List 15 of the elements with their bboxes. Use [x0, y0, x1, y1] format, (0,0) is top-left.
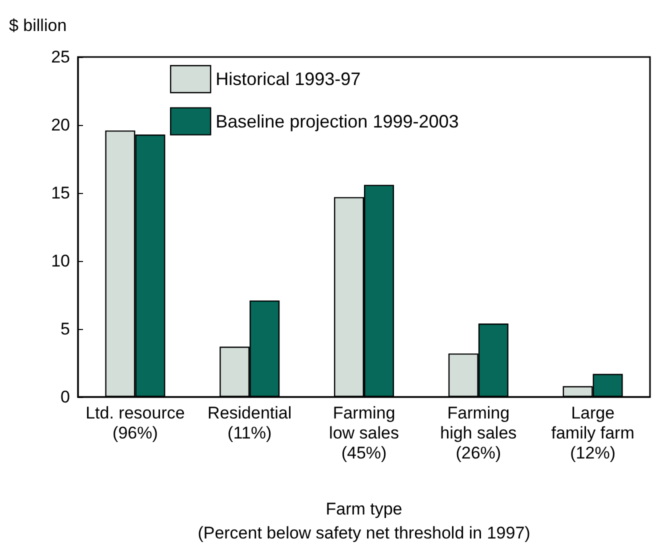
- y-axis-title: $ billion: [9, 16, 67, 35]
- legend-label: Baseline projection 1999-2003: [216, 111, 459, 132]
- y-tick-label: 0: [60, 388, 70, 406]
- x-tick-label: Large family farm (12%): [551, 404, 634, 462]
- x-axis-title: Farm type (Percent below safety net threshold in 1997): [198, 500, 530, 542]
- x-tick-label: Farming low sales (45%): [329, 404, 399, 462]
- y-tick-label: 5: [60, 320, 70, 338]
- y-tick-label: 20: [51, 116, 70, 134]
- y-tick-label: 15: [51, 184, 70, 202]
- x-tick-label: Farming high sales (26%): [440, 404, 517, 462]
- y-tick-label: 25: [51, 48, 70, 66]
- y-tick-label: 10: [51, 252, 70, 270]
- legend-label: Historical 1993-97: [216, 69, 361, 90]
- x-tick-label: Ltd. resource (96%): [86, 404, 185, 442]
- x-tick-label: Residential (11%): [208, 404, 292, 442]
